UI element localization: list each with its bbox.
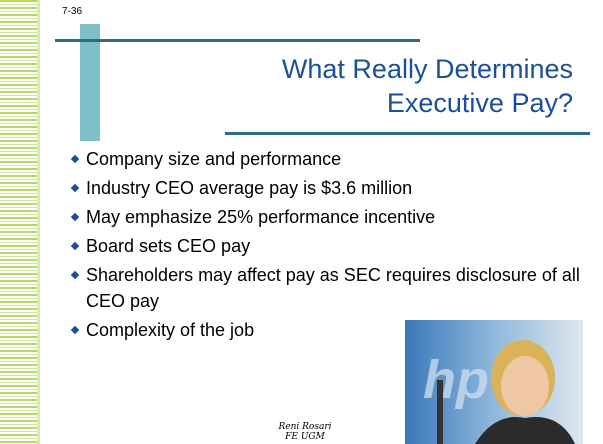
bullet: Industry CEO average pay is $3.6 million	[70, 175, 580, 201]
bullet: May emphasize 25% performance incentive	[70, 204, 580, 230]
slide: 7-36 What Really DeterminesExecutive Pay…	[0, 0, 603, 444]
bullet: Company size and performance	[70, 146, 580, 172]
footer-line: FE UGM	[260, 432, 350, 442]
accent-line	[225, 132, 590, 135]
left-border	[0, 0, 37, 444]
bullet: Shareholders may affect pay as SEC requi…	[70, 262, 580, 314]
title-line: What Really Determines	[282, 52, 573, 86]
footer-line: Reni Rosari	[260, 422, 350, 432]
bullet-list: Company size and performance Industry CEO…	[70, 146, 580, 346]
slide-number: 7-36	[62, 6, 82, 17]
accent-line	[55, 39, 420, 42]
bullet: Board sets CEO pay	[70, 233, 580, 259]
svg-text:hp: hp	[423, 350, 489, 410]
photo: hp	[405, 320, 583, 444]
left-border-edge	[37, 0, 40, 444]
title-line: Executive Pay?	[282, 86, 573, 120]
